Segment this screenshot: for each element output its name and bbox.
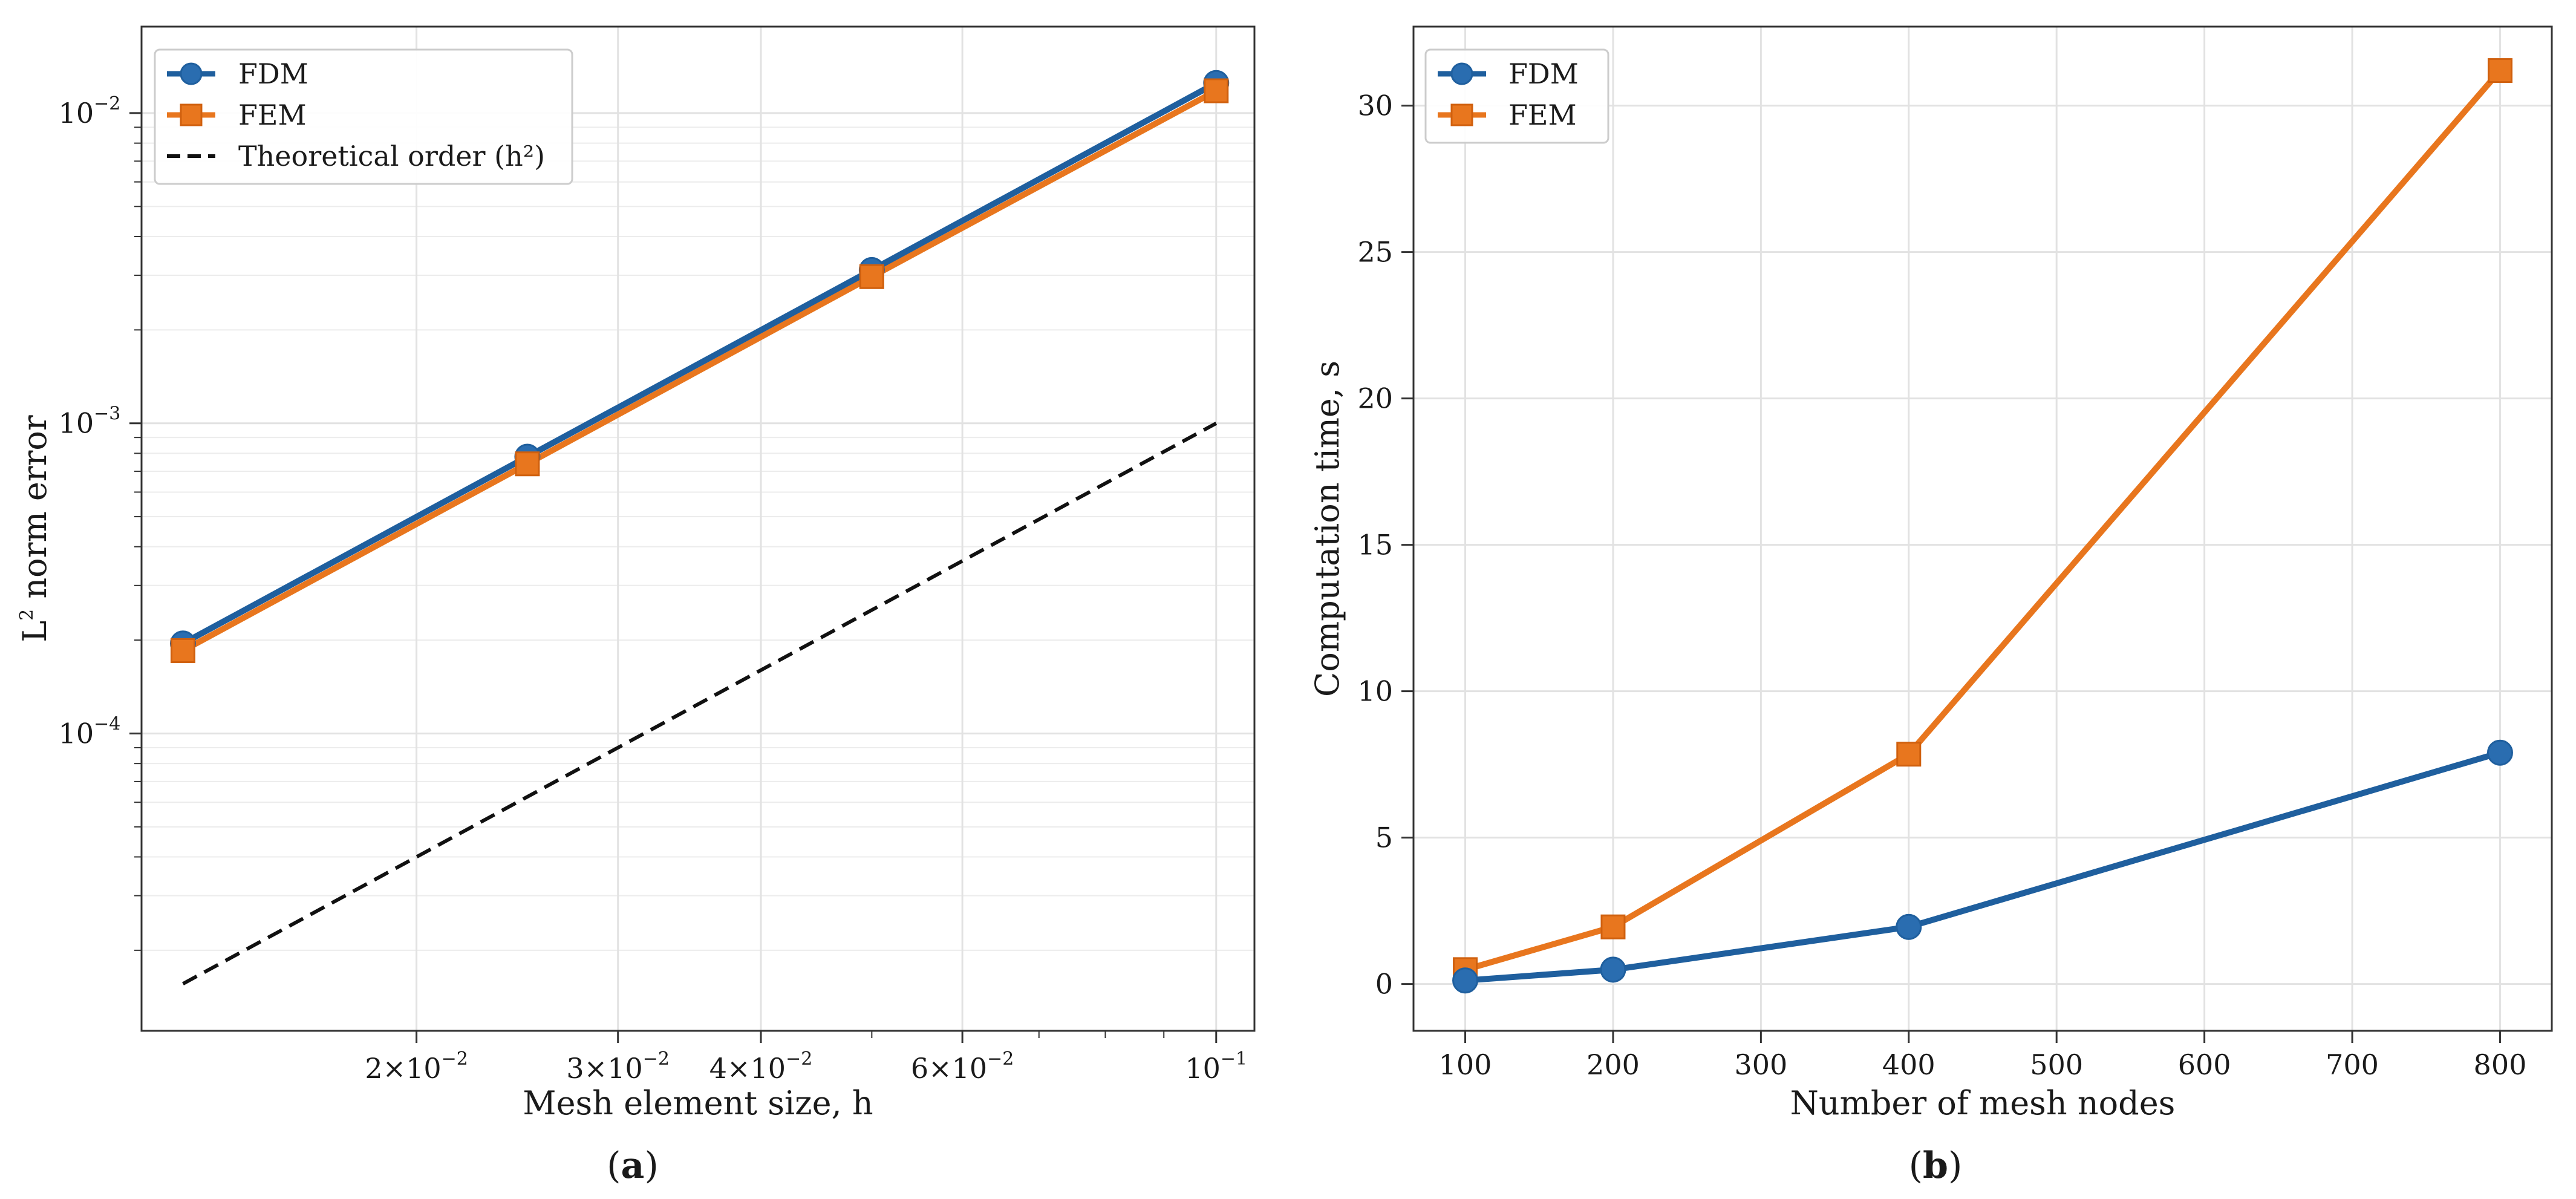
chart-b-panel-label: (b) (1909, 1145, 1963, 1187)
chart-a-theory-line (182, 422, 1218, 985)
chart-a-panel-label: (a) (607, 1145, 659, 1187)
chart-a-legend: FDM FEM Theoretical order (h²) (154, 48, 573, 185)
chart-b-legend-item-fem: FEM (1438, 99, 1577, 131)
chart-b-y-tick-label: 30 (1357, 90, 1393, 122)
chart-a-plot-frame (140, 25, 1256, 1032)
chart-a-fem-point (170, 638, 195, 663)
chart-b-x-axis-label: Number of mesh nodes (1790, 1084, 2176, 1122)
chart-a-x-tick-label: 3×10−2 (566, 1048, 670, 1085)
chart-a-legend-item-fem: FEM (167, 99, 307, 131)
chart-a-fem-points (170, 78, 1229, 663)
chart-b-x-tick-label: 300 (1734, 1048, 1787, 1081)
chart-b-fdm-point (2486, 739, 2513, 766)
chart-b-fdm-line (1465, 750, 2501, 984)
chart-a-x-tick-label: 10−1 (1185, 1048, 1247, 1085)
chart-a-fem-point (1204, 78, 1229, 103)
chart-b-y-tick-label: 5 (1375, 822, 1393, 854)
chart-b-y-tick-label: 15 (1357, 529, 1393, 561)
chart-b-y-tick-label: 10 (1357, 675, 1393, 708)
chart-a: 2×10−2 3×10−2 4×10−2 6×10−2 10−1 10−410−310−… (16, 25, 1256, 1187)
chart-b-x-tick-label: 400 (1882, 1048, 1935, 1081)
chart-b-x-tick-label: 100 (1439, 1048, 1492, 1081)
chart-b-x-ticks: 100 200 300 400 500 600 700 800 (1439, 1031, 2527, 1081)
chart-b-y-ticks: 0 5 10 15 20 25 30 (1357, 90, 1414, 1001)
chart-a-legend-label-theory: Theoretical order (h²) (238, 140, 545, 172)
chart-b-fem-line (1464, 68, 2503, 973)
chart-a-y-tick-label: 10−2 (59, 93, 121, 129)
chart-b-y-tick-label: 20 (1357, 382, 1393, 415)
chart-b-fdm-point (1896, 913, 1922, 940)
chart-a-y-axis-label: L2 norm error (16, 415, 54, 642)
chart-b-fdm-point (1600, 956, 1626, 983)
chart-a-fem-line (181, 88, 1218, 653)
chart-a-y-tick-label: 10−3 (59, 403, 121, 440)
chart-b-y-axis-label: Computation time, s (1308, 361, 1346, 697)
chart-b-x-tick-label: 200 (1586, 1048, 1640, 1081)
chart-b-legend-label-fdm: FDM (1508, 57, 1579, 90)
chart-a-y-ticks: 10−4 10−3 10−2 (59, 93, 142, 951)
chart-a-y-tick-label: 10−4 (59, 713, 121, 750)
chart-b-y-tick-label: 0 (1375, 968, 1393, 1001)
chart-a-x-tick-label: 2×10−2 (365, 1048, 468, 1085)
chart-b-fem-point (2487, 58, 2512, 83)
chart-b-x-tick-label: 800 (2474, 1048, 2527, 1081)
chart-a-fdm-line (181, 80, 1218, 647)
chart-b: 100 200 300 400 500 600 700 800 0 5 10 15 20 25 30 Nu… (1308, 25, 2553, 1187)
chart-b-fdm-point (1452, 967, 1479, 994)
chart-b-plot-frame (1412, 25, 2553, 1032)
chart-a-legend-item-fdm: FDM (167, 57, 308, 90)
chart-a-fem-point (515, 451, 540, 477)
chart-b-x-tick-label: 500 (2030, 1048, 2083, 1081)
chart-b-grid (1414, 27, 2552, 1031)
chart-a-legend-label-fem: FEM (238, 99, 307, 131)
chart-b-x-tick-label: 600 (2178, 1048, 2231, 1081)
chart-b-legend: FDM FEM (1424, 48, 1609, 144)
chart-b-fem-point (1600, 914, 1626, 939)
chart-b-x-tick-label: 700 (2326, 1048, 2379, 1081)
chart-b-fdm-points (1452, 739, 2513, 994)
chart-a-minor-grid (142, 126, 1254, 951)
chart-b-legend-label-fem: FEM (1508, 99, 1577, 131)
chart-a-legend-item-theory: Theoretical order (h²) (167, 140, 545, 172)
chart-a-x-ticks: 2×10−2 3×10−2 4×10−2 6×10−2 10−1 (365, 1031, 1247, 1085)
chart-a-x-axis-label: Mesh element size, h (523, 1084, 873, 1122)
chart-a-x-tick-label: 4×10−2 (709, 1048, 813, 1085)
chart-a-x-tick-label: 6×10−2 (911, 1048, 1014, 1085)
chart-a-legend-box (154, 48, 573, 185)
chart-b-legend-item-fdm: FDM (1438, 57, 1579, 90)
chart-a-legend-label-fdm: FDM (238, 57, 308, 90)
chart-a-fem-point (859, 264, 884, 289)
chart-b-y-tick-label: 25 (1357, 236, 1393, 269)
chart-b-fem-point (1896, 742, 1922, 767)
